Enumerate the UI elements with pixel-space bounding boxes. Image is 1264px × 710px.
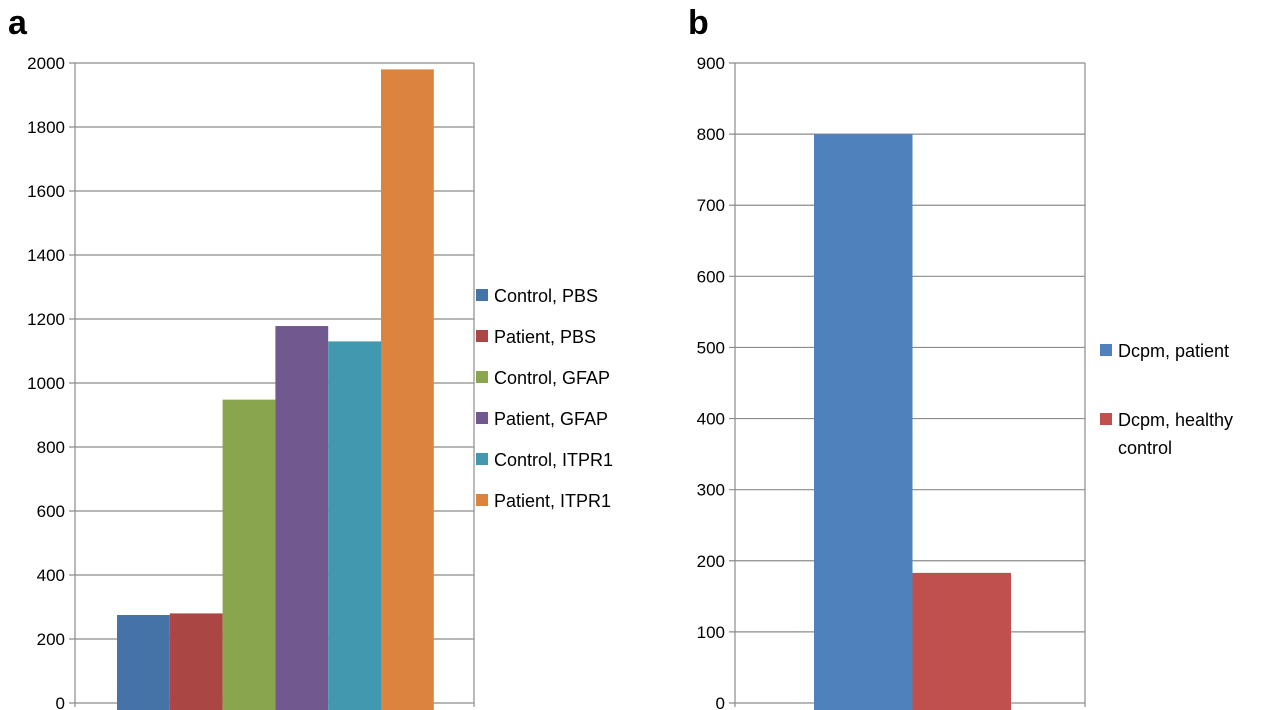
legend-label: Control, ITPR1 [494,450,613,470]
legend-label: control [1118,438,1172,458]
bar-6 [381,69,434,710]
legend-swatch [476,494,488,506]
y-tick-label: 100 [697,623,725,642]
y-tick-label: 2000 [27,54,65,73]
panel-b-legend: Dcpm, patient Dcpm, healthy control [1100,341,1233,458]
legend-label: Patient, ITPR1 [494,491,611,511]
panel-b-y-tick-labels: 0 100 200 300 400 500 600 700 800 900 [697,54,725,710]
panel-b: b 0 100 200 300 400 500 600 700 800 900 Dcpm, pat… [688,4,1233,710]
y-tick-label: 1600 [27,182,65,201]
y-tick-label: 800 [37,438,65,457]
legend-swatch [1100,413,1112,425]
bar-1 [117,615,170,710]
y-tick-label: 1800 [27,118,65,137]
y-tick-label: 1400 [27,246,65,265]
y-tick-label: 1200 [27,310,65,329]
legend-swatch [476,371,488,383]
legend-swatch [1100,344,1112,356]
panel-a-legend: Control, PBS Patient, PBS Control, GFAP Pat… [476,286,613,511]
y-tick-label: 300 [697,481,725,500]
legend-label: Patient, GFAP [494,409,608,429]
y-tick-label: 400 [37,566,65,585]
panel-b-label: b [688,4,709,42]
panel-a: a 0200400600800100012001400160018002000 … [8,4,613,710]
y-tick-label: 900 [697,54,725,73]
legend-swatch [476,289,488,301]
bar-5 [328,341,381,710]
legend-label: Dcpm, patient [1118,341,1229,361]
panel-a-bars [117,69,434,710]
legend-label: Patient, PBS [494,327,596,347]
y-tick-label: 1000 [27,374,65,393]
legend-swatch [476,330,488,342]
y-tick-label: 400 [697,410,725,429]
legend-label: Control, GFAP [494,368,610,388]
y-tick-label: 500 [697,338,725,357]
bar-3 [222,399,276,710]
legend-label: Control, PBS [494,286,598,306]
y-tick-label: 700 [697,196,725,215]
panel-a-label: a [8,4,28,42]
bar-1 [814,134,913,710]
y-tick-label: 600 [697,267,725,286]
bar-4 [275,326,329,710]
y-tick-label: 600 [37,502,65,521]
y-tick-label: 200 [697,552,725,571]
legend-label: Dcpm, healthy [1118,410,1233,430]
bar-2 [912,572,1011,710]
legend-swatch [476,453,488,465]
y-tick-label: 800 [697,125,725,144]
bar-2 [169,613,223,710]
panel-b-bars [814,134,1011,710]
panel-a-y-tick-labels: 0 200 400 600 800 1000 1200 1400 1600 1800 2000 [27,54,65,710]
y-tick-label: 200 [37,630,65,649]
y-tick-label: 0 [56,694,65,710]
legend-swatch [476,412,488,424]
y-tick-label: 0 [716,694,725,710]
